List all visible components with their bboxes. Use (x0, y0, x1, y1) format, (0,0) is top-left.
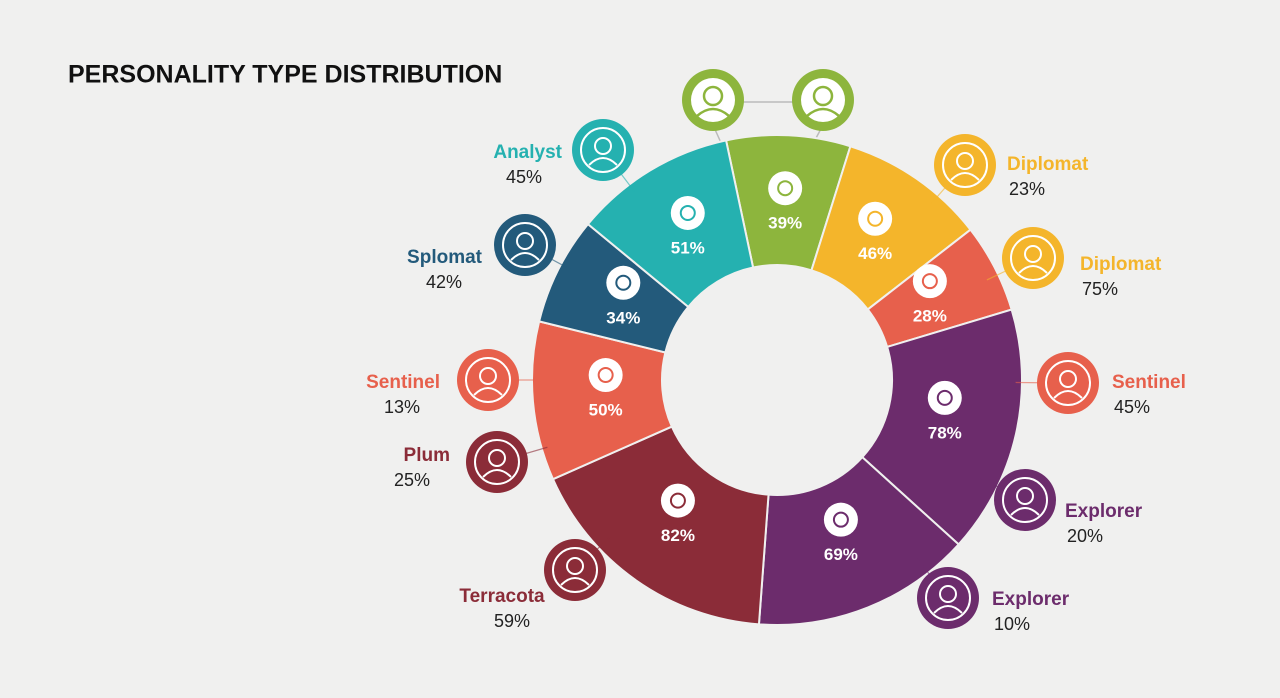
callout-name: Splomat (407, 247, 483, 268)
callout-value: 10% (994, 614, 1030, 634)
callout-icon-inner (1045, 360, 1091, 406)
callout-name: Diplomat (1007, 154, 1089, 175)
callout-value: 20% (1067, 526, 1103, 546)
segment-label: 51% (671, 238, 705, 257)
segment-label: 28% (913, 307, 947, 326)
callout-icon-inner (1010, 235, 1056, 281)
segment-icon-glyph (921, 273, 938, 290)
callout-name: Diplomat (1080, 254, 1162, 275)
callout-icon-inner (580, 127, 626, 173)
callout-icon-glyph (1053, 390, 1083, 399)
callout-icon-glyph (594, 137, 612, 155)
segment-label: 78% (928, 423, 962, 442)
callout-icon-glyph (510, 252, 540, 261)
decor-icons (682, 69, 854, 146)
callout-icon-glyph (588, 157, 618, 166)
callout-name: Explorer (1065, 501, 1143, 522)
segment-label: 39% (768, 214, 802, 233)
callout-value: 25% (394, 470, 430, 490)
segment-label: 46% (858, 244, 892, 263)
callout-value: 59% (494, 611, 530, 631)
chart-title: PERSONALITY TYPE DISTRIBUTION (68, 61, 502, 89)
segment-label: 34% (606, 308, 640, 327)
callout-icon-inner (925, 575, 971, 621)
segment-icon (768, 171, 803, 206)
segment-icon (823, 502, 858, 537)
segment-icon (670, 195, 705, 230)
donut-segment (860, 308, 1023, 546)
segment-icon (912, 264, 947, 299)
segment-icon-glyph (679, 204, 696, 221)
callout-name: Explorer (992, 589, 1070, 610)
callout-icon-glyph (1059, 370, 1077, 388)
segment-icon-glyph (936, 389, 953, 406)
segment-icon-glyph (867, 210, 884, 227)
segment-label: 50% (589, 401, 623, 420)
callout-icon-glyph (566, 557, 584, 575)
callout-value: 45% (506, 167, 542, 187)
callout-name: Analyst (493, 142, 562, 163)
callout-name: Plum (404, 445, 450, 466)
segment-icon (606, 265, 641, 300)
segment-icon-glyph (615, 274, 632, 291)
callout-value: 23% (1009, 179, 1045, 199)
callout-icon-glyph (933, 605, 963, 614)
segment-icon (588, 358, 623, 393)
segment-icon (927, 380, 962, 415)
callout-name: Sentinel (366, 372, 440, 393)
segment-label: 82% (661, 526, 695, 545)
callout-icon-glyph (939, 585, 957, 603)
segment-icon-glyph (832, 511, 849, 528)
callout-icon-glyph (1018, 265, 1048, 274)
donut-segment (586, 139, 755, 309)
callout-icon-glyph (950, 172, 980, 181)
segment-icon (858, 201, 893, 236)
callout-icon-inner (502, 222, 548, 268)
segment-icon-glyph (597, 367, 614, 384)
callout-icon-inner (942, 142, 988, 188)
segment-icon-glyph (777, 180, 794, 197)
callout-value: 45% (1114, 397, 1150, 417)
segment-icon (660, 483, 695, 518)
callout-icon-inner (465, 357, 511, 403)
segment-icon-glyph (669, 492, 686, 509)
donut-segment (757, 455, 961, 626)
callout-icon-inner (474, 439, 520, 485)
callout-icon-glyph (1024, 245, 1042, 263)
callout-icon-inner (1002, 477, 1048, 523)
callout-icon-glyph (488, 449, 506, 467)
callout-icon-glyph (956, 152, 974, 170)
callout-icon-glyph (1016, 487, 1034, 505)
callout-icon-glyph (516, 232, 534, 250)
callout-icon-glyph (1010, 507, 1040, 516)
callout-icon-glyph (482, 469, 512, 478)
callout-name: Terracota (459, 586, 545, 607)
callout-icon-glyph (560, 577, 590, 586)
callout-name: Sentinel (1112, 372, 1186, 393)
callout-value: 42% (426, 272, 462, 292)
callout-icon-glyph (479, 367, 497, 385)
callout-value: 13% (384, 397, 420, 417)
segment-label: 69% (824, 545, 858, 564)
callout-icon-inner (552, 547, 598, 593)
callout-icon-glyph (473, 387, 503, 396)
donut-segment (551, 425, 770, 626)
callout-value: 75% (1082, 279, 1118, 299)
